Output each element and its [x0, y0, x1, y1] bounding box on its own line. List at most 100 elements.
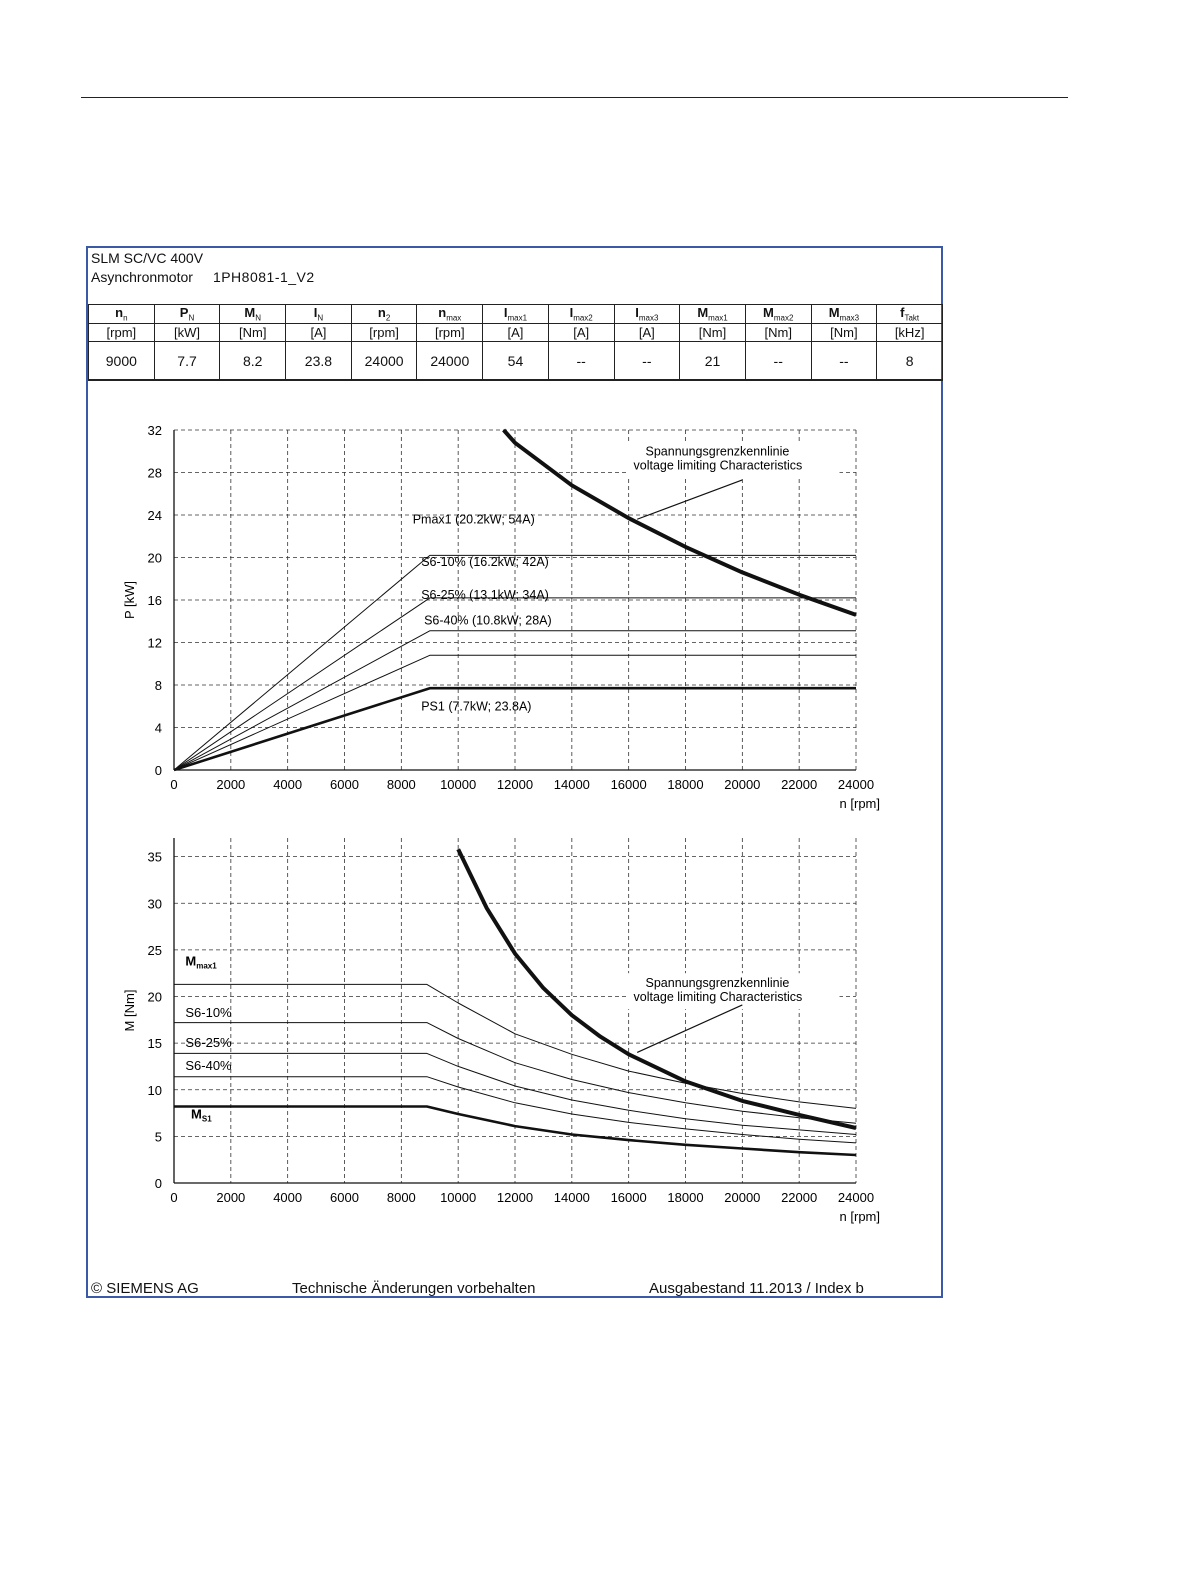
y-tick-label: 28: [148, 466, 162, 481]
y-axis-label: P [kW]: [122, 581, 137, 619]
spec-value-6: 54: [482, 341, 549, 381]
spec-head-0: nn: [88, 304, 155, 324]
curve-label-main: S6-10%: [185, 1005, 232, 1020]
y-tick-label: 12: [148, 636, 162, 651]
x-tick-label: 22000: [781, 1190, 817, 1205]
y-tick-label: 20: [148, 990, 162, 1005]
spec-subscript: max3: [839, 313, 860, 323]
curve-label-main: S6-25%: [185, 1035, 232, 1050]
y-tick-label: 0: [155, 1176, 162, 1191]
spec-unit-8: [A]: [613, 323, 681, 342]
y-axis-label: M [Nm]: [122, 990, 137, 1032]
spec-subscript: max1: [507, 313, 528, 323]
top-rule: [81, 97, 1068, 98]
annotation-line-1: Spannungsgrenzkennlinie: [646, 445, 790, 459]
annotation-line-2: voltage limiting Characteristics: [634, 990, 803, 1004]
series-line-PS1: [173, 686, 856, 772]
spec-subscript: max3: [638, 313, 659, 323]
y-tick-label: 25: [148, 943, 162, 958]
spec-subscript: n: [123, 313, 128, 323]
x-tick-label: 14000: [554, 777, 590, 792]
series-label-Pmax1: Pmax1 (20.2kW; 54A): [413, 513, 535, 527]
series-line-S6-40%: [173, 654, 856, 771]
spec-symbol: P: [179, 305, 189, 321]
series-line-S6-10%: [174, 1022, 857, 1124]
spec-symbol: M: [763, 305, 774, 321]
spec-head-4: n2: [350, 304, 418, 324]
x-tick-label: 20000: [724, 777, 760, 792]
footer-copyright: © SIEMENS AG: [91, 1280, 199, 1297]
power-chart: 0 2000 4000 6000 8000 10000 12000 14000 16000 180…: [122, 423, 880, 811]
x-tick-label: 8000: [387, 777, 416, 792]
y-tick-label: 16: [148, 593, 162, 608]
spec-value-4: 24000: [350, 341, 418, 381]
spec-unit-0: [rpm]: [88, 323, 155, 342]
spec-subscript: N: [317, 313, 324, 323]
datasheet-panel: SLM SC/VC 400V Asynchronmotor 1PH8081-1_V…: [86, 246, 943, 1298]
y-tick-label: 0: [155, 763, 162, 778]
curve-label-4: MS1: [191, 1107, 212, 1124]
sheet-title: SLM SC/VC 400V: [91, 250, 204, 266]
series-label-S6-40%: S6-40% (10.8kW; 28A): [424, 613, 552, 627]
x-tick-label: 4000: [273, 1190, 302, 1205]
spec-head-5: nmax: [416, 304, 484, 324]
y-tick-label: 20: [148, 551, 162, 566]
y-tick-label: 24: [148, 508, 162, 523]
spec-head-3: IN: [285, 304, 352, 324]
spec-value-3: 23.8: [285, 341, 352, 381]
curve-label-2: S6-25%: [185, 1035, 232, 1050]
spec-subscript: 2: [385, 313, 391, 323]
x-tick-label: 0: [170, 777, 177, 792]
series-line-Pmax1: [173, 554, 856, 771]
annotation-leader: [636, 1004, 743, 1054]
spec-symbol: n: [115, 305, 124, 321]
spec-value-9: 21: [679, 341, 746, 381]
series-label-S6-25%: S6-25% (13.1kW; 34A): [421, 588, 549, 602]
spec-unit-5: [rpm]: [416, 323, 484, 342]
spec-head-12: fTakt: [876, 304, 943, 324]
spec-value-10: --: [744, 341, 812, 381]
curve-label-main: M: [185, 954, 196, 969]
spec-value-0: 9000: [88, 341, 155, 381]
annotation-backing: [627, 973, 840, 1010]
spec-symbol: I: [635, 305, 639, 321]
spec-symbol: n: [438, 305, 447, 321]
x-tick-label: 18000: [667, 1190, 703, 1205]
y-tick-label: 32: [148, 423, 162, 438]
x-tick-label: 12000: [497, 777, 533, 792]
series-label-S6-10%: S6-10% (16.2kW; 42A): [421, 555, 549, 569]
spec-symbol: I: [503, 305, 508, 321]
x-tick-label: 12000: [497, 1190, 533, 1205]
spec-head-1: PN: [153, 304, 221, 324]
x-tick-label: 10000: [440, 1190, 476, 1205]
annotation-line-1: Spannungsgrenzkennlinie: [646, 976, 790, 990]
spec-value-row: 9000 7.7 8.2 23.8 24000 24000 54 -- -- 21 -- -- 8: [88, 341, 943, 381]
spec-subscript: max2: [573, 313, 593, 323]
spec-value-2: 8.2: [219, 341, 287, 381]
series-line-Mmax1: [174, 983, 857, 1109]
spec-head-8: Imax3: [613, 304, 681, 324]
series-label-PS1: PS1 (7.7kW; 23.8A): [421, 700, 531, 714]
x-tick-label: 4000: [273, 777, 302, 792]
series-line-S6-25%: [174, 1052, 857, 1135]
x-tick-label: 8000: [387, 1190, 416, 1205]
spec-unit-9: [Nm]: [679, 323, 746, 342]
x-tick-label: 22000: [781, 777, 817, 792]
y-tick-label: 15: [148, 1036, 162, 1051]
spec-head-6: Imax1: [482, 304, 549, 324]
x-tick-label: 20000: [724, 1190, 760, 1205]
series-line-MS1: [174, 1105, 857, 1157]
annotation-line-2: voltage limiting Characteristics: [634, 459, 803, 473]
x-tick-label: 2000: [216, 1190, 245, 1205]
spec-unit-6: [A]: [482, 323, 549, 342]
spec-unit-11: [Nm]: [810, 323, 878, 342]
spec-head-9: Mmax1: [679, 304, 746, 324]
spec-value-5: 24000: [416, 341, 484, 381]
x-tick-label: 18000: [667, 777, 703, 792]
footer-edition: Ausgabestand 11.2013 / Index b: [649, 1280, 864, 1297]
y-tick-label: 5: [155, 1129, 162, 1144]
curve-label-sub: max1: [196, 962, 217, 971]
x-axis-label: n [rpm]: [840, 1209, 880, 1224]
y-tick-label: 4: [155, 721, 162, 736]
x-tick-label: 24000: [838, 777, 874, 792]
